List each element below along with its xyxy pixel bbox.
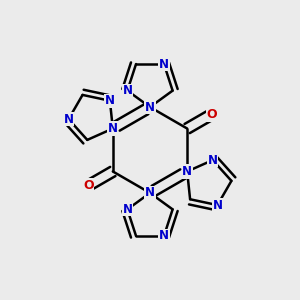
Text: O: O — [83, 179, 94, 192]
Text: N: N — [105, 94, 115, 107]
Text: N: N — [145, 186, 155, 200]
Text: N: N — [145, 100, 155, 114]
Text: N: N — [108, 122, 118, 135]
Text: N: N — [122, 84, 132, 97]
Text: N: N — [182, 165, 192, 178]
Text: O: O — [206, 108, 217, 121]
Text: N: N — [212, 199, 222, 212]
Text: N: N — [208, 154, 218, 166]
Text: N: N — [159, 230, 169, 242]
Text: N: N — [64, 112, 74, 126]
Text: N: N — [159, 58, 169, 70]
Text: N: N — [122, 203, 132, 216]
